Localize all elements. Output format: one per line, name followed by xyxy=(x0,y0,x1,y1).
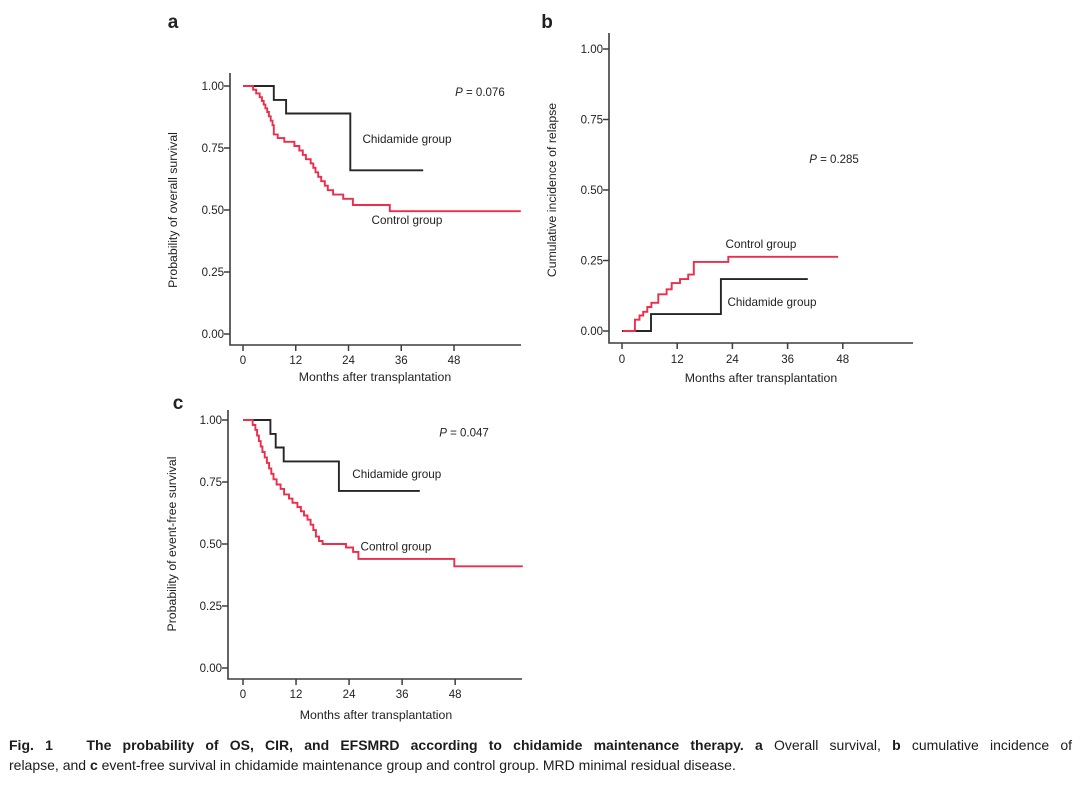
x-tick-label: 36 xyxy=(396,689,409,701)
y-axis-title: Cumulative incidence of relapse xyxy=(545,103,559,277)
axis-lines xyxy=(608,33,913,344)
caption-bold-segment: Fig. 1 xyxy=(9,737,87,753)
x-axis-title: Months after transplantation xyxy=(299,370,452,384)
km-curve-control-group xyxy=(243,419,523,568)
y-tick-label: 0.50 xyxy=(200,539,222,551)
x-tick-label: 0 xyxy=(240,689,246,701)
panel-letter: b xyxy=(541,12,553,33)
caption-bold-segment: The probability of OS, CIR, and EFSMRD a… xyxy=(86,737,744,753)
x-tick-label: 24 xyxy=(342,355,355,367)
km-curve-chidamide-group xyxy=(622,278,808,332)
panel-letter: a xyxy=(168,12,179,33)
x-axis-title: Months after transplantation xyxy=(300,708,453,722)
km-curve-chidamide-group xyxy=(243,419,420,492)
km-curve-control-group xyxy=(622,255,839,332)
x-tick-label: 36 xyxy=(395,355,408,367)
panel-b: b 1.00 0.75 0.50 0.25 0.00 0 12 24 36 48 Months aft… xyxy=(541,12,913,385)
caption-text-segment: relapse, and xyxy=(9,756,90,773)
y-axis-title: Probability of event-free survival xyxy=(165,457,179,632)
panel-c: c 1.00 0.75 0.50 0.25 0.00 0 12 24 36 48 Months aft… xyxy=(165,393,523,722)
x-tick-label: 12 xyxy=(289,355,302,367)
caption-bold-segment: a xyxy=(755,737,763,753)
y-tick-label: 0.25 xyxy=(581,256,603,268)
y-tick-label: 0.00 xyxy=(581,326,603,338)
caption-bold-segment: c xyxy=(89,756,98,773)
caption-text-segment: Overall survival, xyxy=(762,737,893,753)
y-tick-label: 1.00 xyxy=(200,415,222,427)
axis-lines xyxy=(227,410,522,680)
figure-caption: Fig. 1 The probability of OS, CIR, and E… xyxy=(9,736,1072,775)
y-tick-label: 0.00 xyxy=(202,329,224,341)
y-tick-label: 0.75 xyxy=(200,477,222,489)
caption-text-segment: cumulative incidence of xyxy=(900,737,1073,753)
series-label-control-group: Control group xyxy=(372,214,443,227)
axis-lines xyxy=(229,73,521,346)
y-axis-title: Probability of overall survival xyxy=(166,132,180,288)
p-value-label: P = 0.047 xyxy=(439,427,489,439)
y-tick-label: 0.75 xyxy=(202,143,224,155)
y-tick-label: 1.00 xyxy=(581,44,603,56)
y-tick-label: 0.75 xyxy=(581,115,603,127)
y-tick-label: 0.50 xyxy=(202,205,224,217)
y-tick-label: 0.00 xyxy=(200,663,222,675)
x-tick-label: 36 xyxy=(781,354,794,366)
panel-letter: c xyxy=(173,393,184,414)
series-label-control-group: Control group xyxy=(361,540,432,553)
x-tick-label: 0 xyxy=(240,355,246,367)
caption-text-segment: event-free survival in chidamide mainten… xyxy=(97,756,736,773)
y-tick-label: 0.50 xyxy=(581,185,603,197)
y-tick-label: 0.25 xyxy=(200,601,222,613)
x-tick-label: 24 xyxy=(343,689,356,701)
x-tick-label: 0 xyxy=(619,354,625,366)
x-tick-label: 48 xyxy=(448,355,461,367)
series-label-chidamide-group: Chidamide group xyxy=(362,133,452,146)
p-value-label: P = 0.285 xyxy=(809,154,859,166)
x-tick-label: 48 xyxy=(836,354,849,366)
y-tick-label: 1.00 xyxy=(202,81,224,93)
y-tick-label: 0.25 xyxy=(202,267,224,279)
panel-a: a 1.00 0.75 0.50 0.25 0.00 0 12 24 36 48 Months aft… xyxy=(166,12,521,384)
x-tick-label: 12 xyxy=(671,354,684,366)
km-curve-control-group xyxy=(243,85,521,213)
series-label-chidamide-group: Chidamide group xyxy=(727,296,817,309)
series-label-control-group: Control group xyxy=(726,238,797,251)
x-tick-label: 24 xyxy=(726,354,739,366)
caption-text-segment xyxy=(744,737,755,753)
series-label-chidamide-group: Chidamide group xyxy=(352,468,442,481)
caption-bold-segment: b xyxy=(892,737,901,753)
x-tick-label: 48 xyxy=(449,689,462,701)
survival-charts-canvas: a 1.00 0.75 0.50 0.25 0.00 0 12 24 36 48 Months aft… xyxy=(165,12,913,722)
p-value-label: P = 0.076 xyxy=(455,87,505,99)
km-curve-chidamide-group xyxy=(243,85,424,172)
x-tick-label: 12 xyxy=(290,689,303,701)
caption-line-2: relapse, and c event-free survival in ch… xyxy=(9,756,1072,776)
x-axis-title: Months after transplantation xyxy=(685,371,838,385)
caption-line-1: Fig. 1 The probability of OS, CIR, and E… xyxy=(9,736,1072,756)
